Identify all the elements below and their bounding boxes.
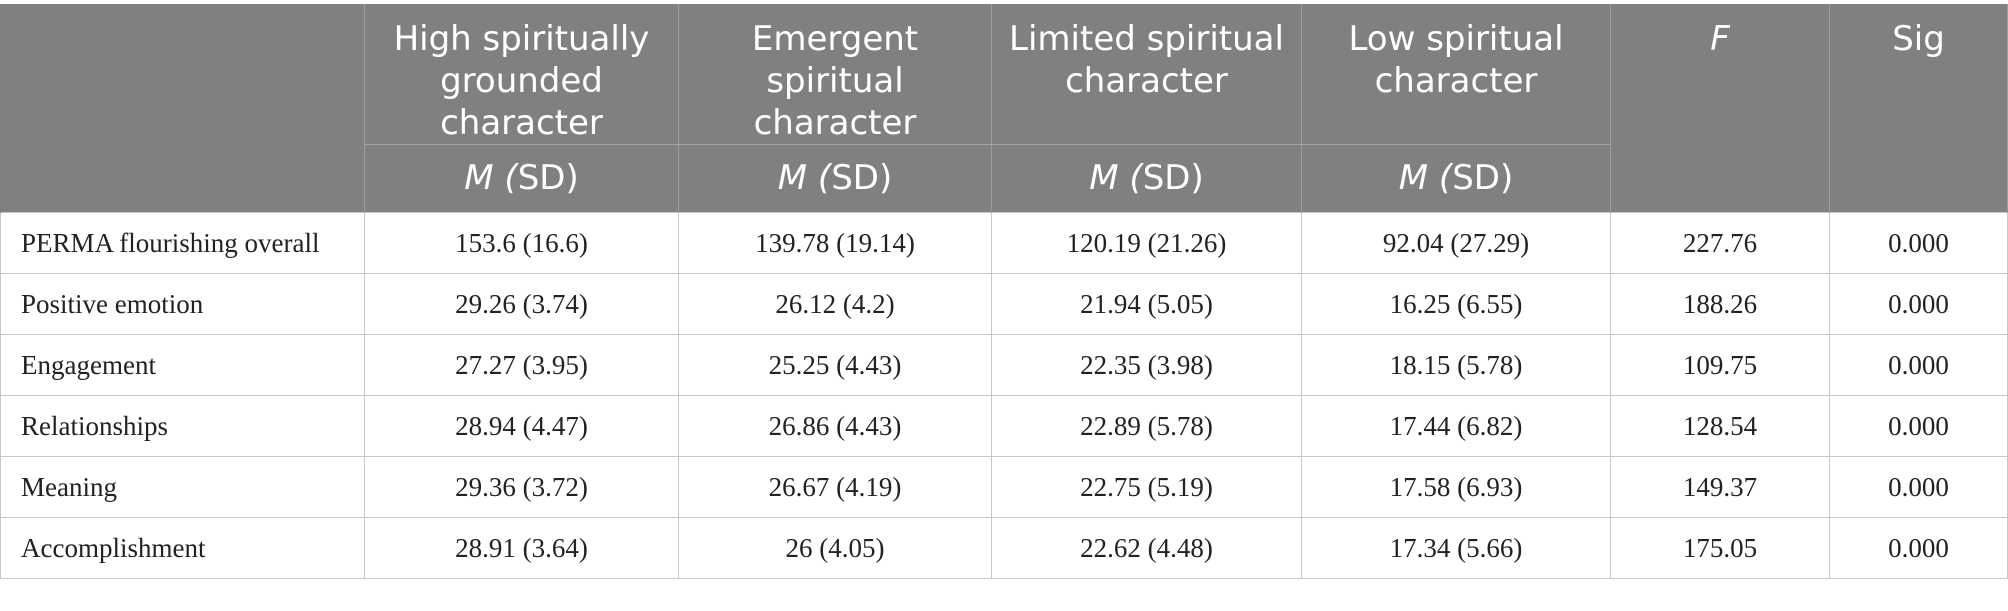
table-row: Positive emotion 29.26 (3.74) 26.12 (4.2… (0, 273, 2008, 335)
header-row-stats: M (SD) M (SD) M (SD) M (SD) (1, 144, 2008, 213)
row-label: Positive emotion (0, 273, 365, 335)
cell-limited: 22.75 (5.19) (991, 456, 1302, 518)
cell-f: 149.37 (1610, 456, 1830, 518)
mean-label: M (777, 158, 808, 198)
mean-label: M (464, 158, 494, 198)
cell-emergent: 139.78 (19.14) (678, 212, 992, 274)
cell-limited: 21.94 (5.05) (991, 273, 1302, 335)
cell-limited: 22.89 (5.78) (991, 395, 1302, 457)
row-label: Relationships (0, 395, 365, 457)
cell-high: 28.91 (3.64) (364, 517, 679, 579)
table-row: Meaning 29.36 (3.72) 26.67 (4.19) 22.75 … (0, 456, 2008, 518)
cell-sig: 0.000 (1829, 517, 2008, 579)
sd-label: SD (1452, 158, 1500, 198)
table-header: High spiritually grounded character Emer… (0, 4, 2008, 213)
column-header-low: Low spiritual character (1301, 4, 1611, 145)
subheader-low: M (SD) (1301, 144, 1611, 213)
cell-limited: 120.19 (21.26) (991, 212, 1302, 274)
mean-label: M (1398, 158, 1429, 198)
cell-high: 29.36 (3.72) (364, 456, 679, 518)
column-header-high: High spiritually grounded character (364, 4, 679, 145)
row-label: Meaning (0, 456, 365, 518)
row-label: Engagement (0, 334, 365, 396)
cell-high: 29.26 (3.74) (364, 273, 679, 335)
cell-emergent: 26 (4.05) (678, 517, 992, 579)
column-header-emergent: Emergent spiritual character (678, 4, 992, 145)
header-row-titles: High spiritually grounded character Emer… (0, 4, 2008, 213)
row-label: PERMA flourishing overall (0, 212, 365, 274)
sd-label: SD (1142, 158, 1191, 198)
row-label: Accomplishment (0, 517, 365, 579)
table-body: PERMA flourishing overall 153.6 (16.6) 1… (0, 212, 2008, 579)
cell-emergent: 26.86 (4.43) (678, 395, 992, 457)
cell-f: 188.26 (1610, 273, 1830, 335)
cell-f: 175.05 (1610, 517, 1830, 579)
cell-f: 227.76 (1610, 212, 1830, 274)
cell-sig: 0.000 (1829, 456, 2008, 518)
cell-sig: 0.000 (1829, 212, 2008, 274)
cell-limited: 22.62 (4.48) (991, 517, 1302, 579)
cell-high: 28.94 (4.47) (364, 395, 679, 457)
cell-low: 17.44 (6.82) (1301, 395, 1611, 457)
cell-high: 153.6 (16.6) (364, 212, 679, 274)
column-header-f: F (1610, 4, 1830, 213)
sd-label: SD (831, 158, 879, 198)
cell-low: 17.34 (5.66) (1301, 517, 1611, 579)
column-header-limited: Limited spiritual character (991, 4, 1302, 145)
cell-f: 109.75 (1610, 334, 1830, 396)
cell-limited: 22.35 (3.98) (991, 334, 1302, 396)
cell-low: 92.04 (27.29) (1301, 212, 1611, 274)
cell-f: 128.54 (1610, 395, 1830, 457)
results-table: High spiritually grounded character Emer… (0, 4, 2008, 579)
table-row: Accomplishment 28.91 (3.64) 26 (4.05) 22… (0, 517, 2008, 579)
cell-emergent: 26.67 (4.19) (678, 456, 992, 518)
sd-label: SD (517, 158, 566, 198)
subheader-high: M (SD) (364, 144, 679, 213)
mean-label: M (1089, 158, 1119, 198)
cell-high: 27.27 (3.95) (364, 334, 679, 396)
stub-header (0, 4, 365, 213)
table-row: Relationships 28.94 (4.47) 26.86 (4.43) … (0, 395, 2008, 457)
subheader-limited: M (SD) (991, 144, 1302, 213)
cell-low: 18.15 (5.78) (1301, 334, 1611, 396)
cell-low: 16.25 (6.55) (1301, 273, 1611, 335)
cell-sig: 0.000 (1829, 273, 2008, 335)
cell-low: 17.58 (6.93) (1301, 456, 1611, 518)
cell-emergent: 25.25 (4.43) (678, 334, 992, 396)
cell-sig: 0.000 (1829, 395, 2008, 457)
cell-emergent: 26.12 (4.2) (678, 273, 992, 335)
subheader-emergent: M (SD) (678, 144, 992, 213)
cell-sig: 0.000 (1829, 334, 2008, 396)
column-header-sig: Sig (1829, 4, 2008, 213)
table-row: PERMA flourishing overall 153.6 (16.6) 1… (0, 212, 2008, 274)
table-row: Engagement 27.27 (3.95) 25.25 (4.43) 22.… (0, 334, 2008, 396)
